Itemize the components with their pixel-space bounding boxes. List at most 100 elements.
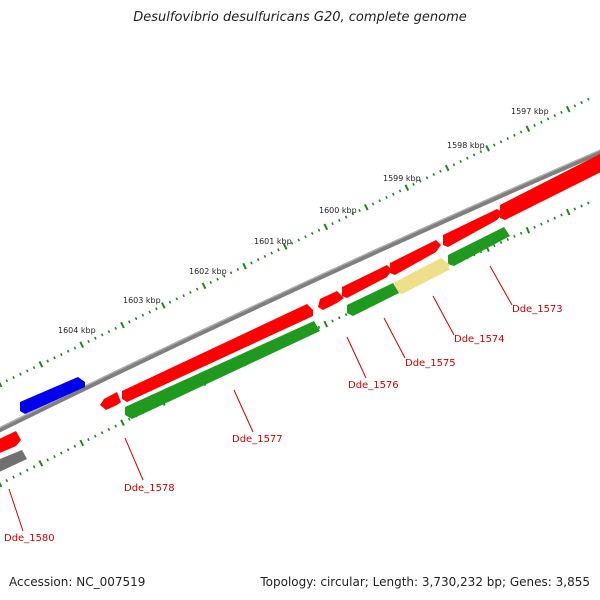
ruler-tick [236,267,240,271]
ruler-tick [499,240,503,245]
ruler-tick [331,319,334,323]
ruler-tick [32,465,36,469]
ruler-tick [256,258,260,262]
gene-label-dde-1576[interactable]: Dde_1576 [348,380,399,391]
ruler-tick [546,219,550,223]
gene-label-dde-1577[interactable]: Dde_1577 [232,434,283,445]
map-title: Desulfovibrio desulfuricans G20, complet… [133,10,467,25]
ruler-tick [525,125,531,133]
gene-feature-gray[interactable] [0,450,27,474]
gene-label-dde-1574[interactable]: Dde_1574 [454,334,505,345]
ruler-label-1597: 1597 kbp [511,107,549,116]
ruler-tick [331,222,334,226]
ruler-tick [66,448,70,452]
gene-feature-pale[interactable] [395,258,449,294]
ruler-tick [378,199,382,203]
ruler-tick [127,417,131,421]
gene-feature-red[interactable] [0,431,21,455]
ruler-tick [546,117,550,121]
ruler-tick [141,313,145,317]
ruler-tick [250,261,253,265]
ruler-tick [506,237,510,241]
ruler-tick [229,271,233,275]
ruler-tick [155,307,158,311]
ruler-tick [201,282,207,290]
ruler-tick [270,251,274,255]
ruler-tick [93,434,97,438]
ruler-tick [317,228,321,232]
ruler-tick [94,336,97,340]
ruler-tick [209,281,213,285]
ruler-tick [5,379,9,383]
ruler-tick [479,150,483,154]
ruler-tick [499,140,503,144]
ruler-tick [513,133,516,137]
ruler-tick [586,97,590,101]
ruler-tick [492,244,496,248]
gene-label-leaders [8,265,513,532]
gene-feature-red[interactable] [122,304,313,402]
ruler-tick [59,451,63,455]
ruler-tick [73,444,77,448]
accession-text: Accession: NC_007519 [9,575,146,589]
ruler-tick [371,202,375,206]
ruler-tick [242,262,247,270]
ruler-tick [290,241,294,245]
ruler-tick [323,320,329,328]
gene-label-dde-1575[interactable]: Dde_1575 [405,358,456,369]
ruler-tick [168,300,172,304]
ruler-tick [492,143,496,147]
gene-feature-green[interactable] [125,321,320,419]
ruler-tick [337,316,341,320]
ruler-tick [182,294,185,298]
gene-feature-green[interactable] [448,227,510,266]
ruler-tick [107,427,111,431]
gene-feature-green[interactable] [347,283,399,316]
ruler-tick [317,325,321,329]
ruler-label-1604: 1604 kbp [58,326,96,335]
ruler-label-1601: 1601 kbp [254,237,292,246]
ruler-tick [100,431,104,435]
gene-label-dde-1573[interactable]: Dde_1573 [512,304,563,315]
gene-feature-red[interactable] [100,392,121,410]
ruler-label-1602: 1602 kbp [189,267,227,276]
ruler-label-1603: 1603 kbp [123,296,161,305]
ruler-tick [337,218,341,222]
ruler-tick [46,458,50,462]
gene-feature-red[interactable] [342,265,392,298]
gene-feature-red[interactable] [443,209,503,247]
gene-label-dde-1580[interactable]: Dde_1580 [4,533,55,544]
ruler-tick [19,372,22,376]
ruler-tick [222,274,226,278]
feature-track-forward [0,154,600,455]
ruler-tick [344,313,348,317]
ruler-tick [398,189,402,193]
ruler-tick [358,209,361,213]
gene-feature-red[interactable] [390,240,441,275]
ruler-tick [513,234,516,238]
ruler-tick [107,330,111,334]
ruler-tick [573,207,577,211]
ruler-tick [120,321,125,329]
gene-feature-red[interactable] [500,154,600,220]
ruler-tick [195,287,199,291]
ruler-tick [533,123,536,127]
ruler-tick [32,366,36,370]
ruler-tick [87,438,90,442]
ruler-tick [216,277,219,281]
ruler-tick [432,173,436,177]
ruler-tick [120,419,125,426]
gene-label-dde-1578[interactable]: Dde_1578 [124,483,175,494]
ruler-tick [53,356,56,360]
ruler-tick [344,215,348,219]
ruler-tick [404,184,410,191]
ruler-tick [565,208,571,216]
ruler-tick [533,225,536,229]
ruler-tick [25,369,29,373]
gene-feature-blue[interactable] [20,377,85,414]
gene-feature-red[interactable] [318,291,344,310]
ruler-tick [134,317,138,321]
ruler-tick [12,375,15,379]
ruler-tick [519,130,523,134]
